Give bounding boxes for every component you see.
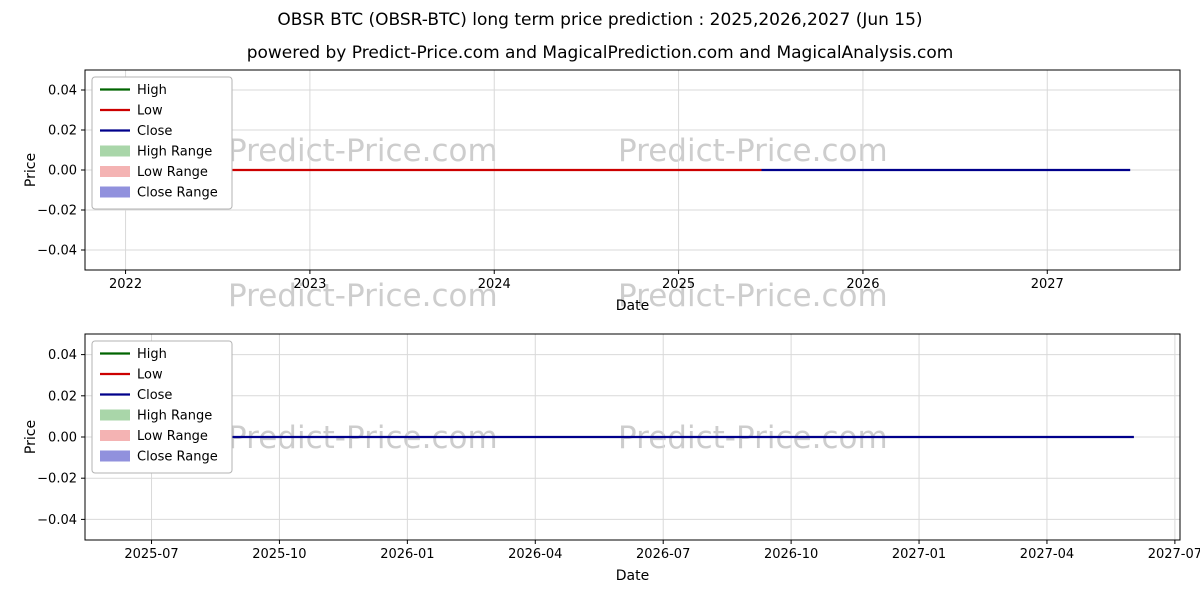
y-tick-label: −0.02 xyxy=(37,472,77,487)
legend-label: Low xyxy=(137,368,163,383)
y-tick-label: 0.00 xyxy=(48,431,77,446)
bottom-price-chart: 2025-07 2025-10 2026-01 2026-04 2026-07 2026-… xyxy=(23,333,1200,584)
y-tick-label: 0.02 xyxy=(48,124,77,139)
x-tick-label: 2027-04 xyxy=(1020,547,1074,562)
legend-label: High Range xyxy=(137,145,212,160)
legend-swatch-low-range xyxy=(100,430,130,441)
y-axis-label: Price xyxy=(23,153,39,187)
x-tick-label: 2026-01 xyxy=(380,547,434,562)
legend-swatch-high-range xyxy=(100,409,130,421)
top-price-chart: 2022 2023 2024 2025 2026 2027 0.04 0.02 0.00 −0.0… xyxy=(23,69,1181,314)
legend-label: High xyxy=(137,83,167,98)
legend-label: High Range xyxy=(137,409,212,424)
legend-label: Low Range xyxy=(137,429,208,444)
y-tick-label: −0.04 xyxy=(37,244,77,259)
y-axis-label: Price xyxy=(23,420,39,454)
legend-swatch-close-range xyxy=(100,186,130,198)
x-tick-label: 2026-10 xyxy=(764,547,818,562)
x-tick-label: 2022 xyxy=(109,277,142,292)
x-tick-label: 2027 xyxy=(1031,277,1064,292)
x-tick-label: 2025-10 xyxy=(252,547,306,562)
x-tick-label: 2024 xyxy=(478,277,511,292)
x-tick-label: 2026 xyxy=(846,277,879,292)
legend-label: High xyxy=(137,347,167,362)
x-tick-label: 2025-07 xyxy=(124,547,178,562)
legend-label: Close Range xyxy=(137,450,218,465)
legend-swatch-low-range xyxy=(100,166,130,177)
x-axis-label: Date xyxy=(616,568,649,584)
legend-label: Low Range xyxy=(137,165,208,180)
legend-label: Close xyxy=(137,124,172,139)
x-tick-label: 2027-07 xyxy=(1148,547,1200,562)
legend-swatch-high-range xyxy=(100,145,130,157)
y-tick-label: 0.04 xyxy=(48,84,77,99)
x-tick-label: 2025 xyxy=(662,277,695,292)
legend-label: Close xyxy=(137,388,172,403)
chart-title: OBSR BTC (OBSR-BTC) long term price pred… xyxy=(277,10,923,30)
y-tick-label: −0.02 xyxy=(37,204,77,219)
chart-subtitle: powered by Predict-Price.com and Magical… xyxy=(246,43,954,63)
x-tick-label: 2026-07 xyxy=(636,547,690,562)
x-axis-label: Date xyxy=(616,298,649,314)
y-tick-label: 0.00 xyxy=(48,164,77,179)
legend-label: Close Range xyxy=(137,186,218,201)
y-tick-label: 0.02 xyxy=(48,389,77,404)
x-tick-label: 2027-01 xyxy=(892,547,946,562)
x-tick-label: 2023 xyxy=(293,277,326,292)
legend-label: Low xyxy=(137,104,163,119)
x-tick-label: 2026-04 xyxy=(508,547,562,562)
y-tick-label: 0.04 xyxy=(48,348,77,363)
legend-swatch-close-range xyxy=(100,450,130,462)
y-tick-label: −0.04 xyxy=(37,513,77,528)
